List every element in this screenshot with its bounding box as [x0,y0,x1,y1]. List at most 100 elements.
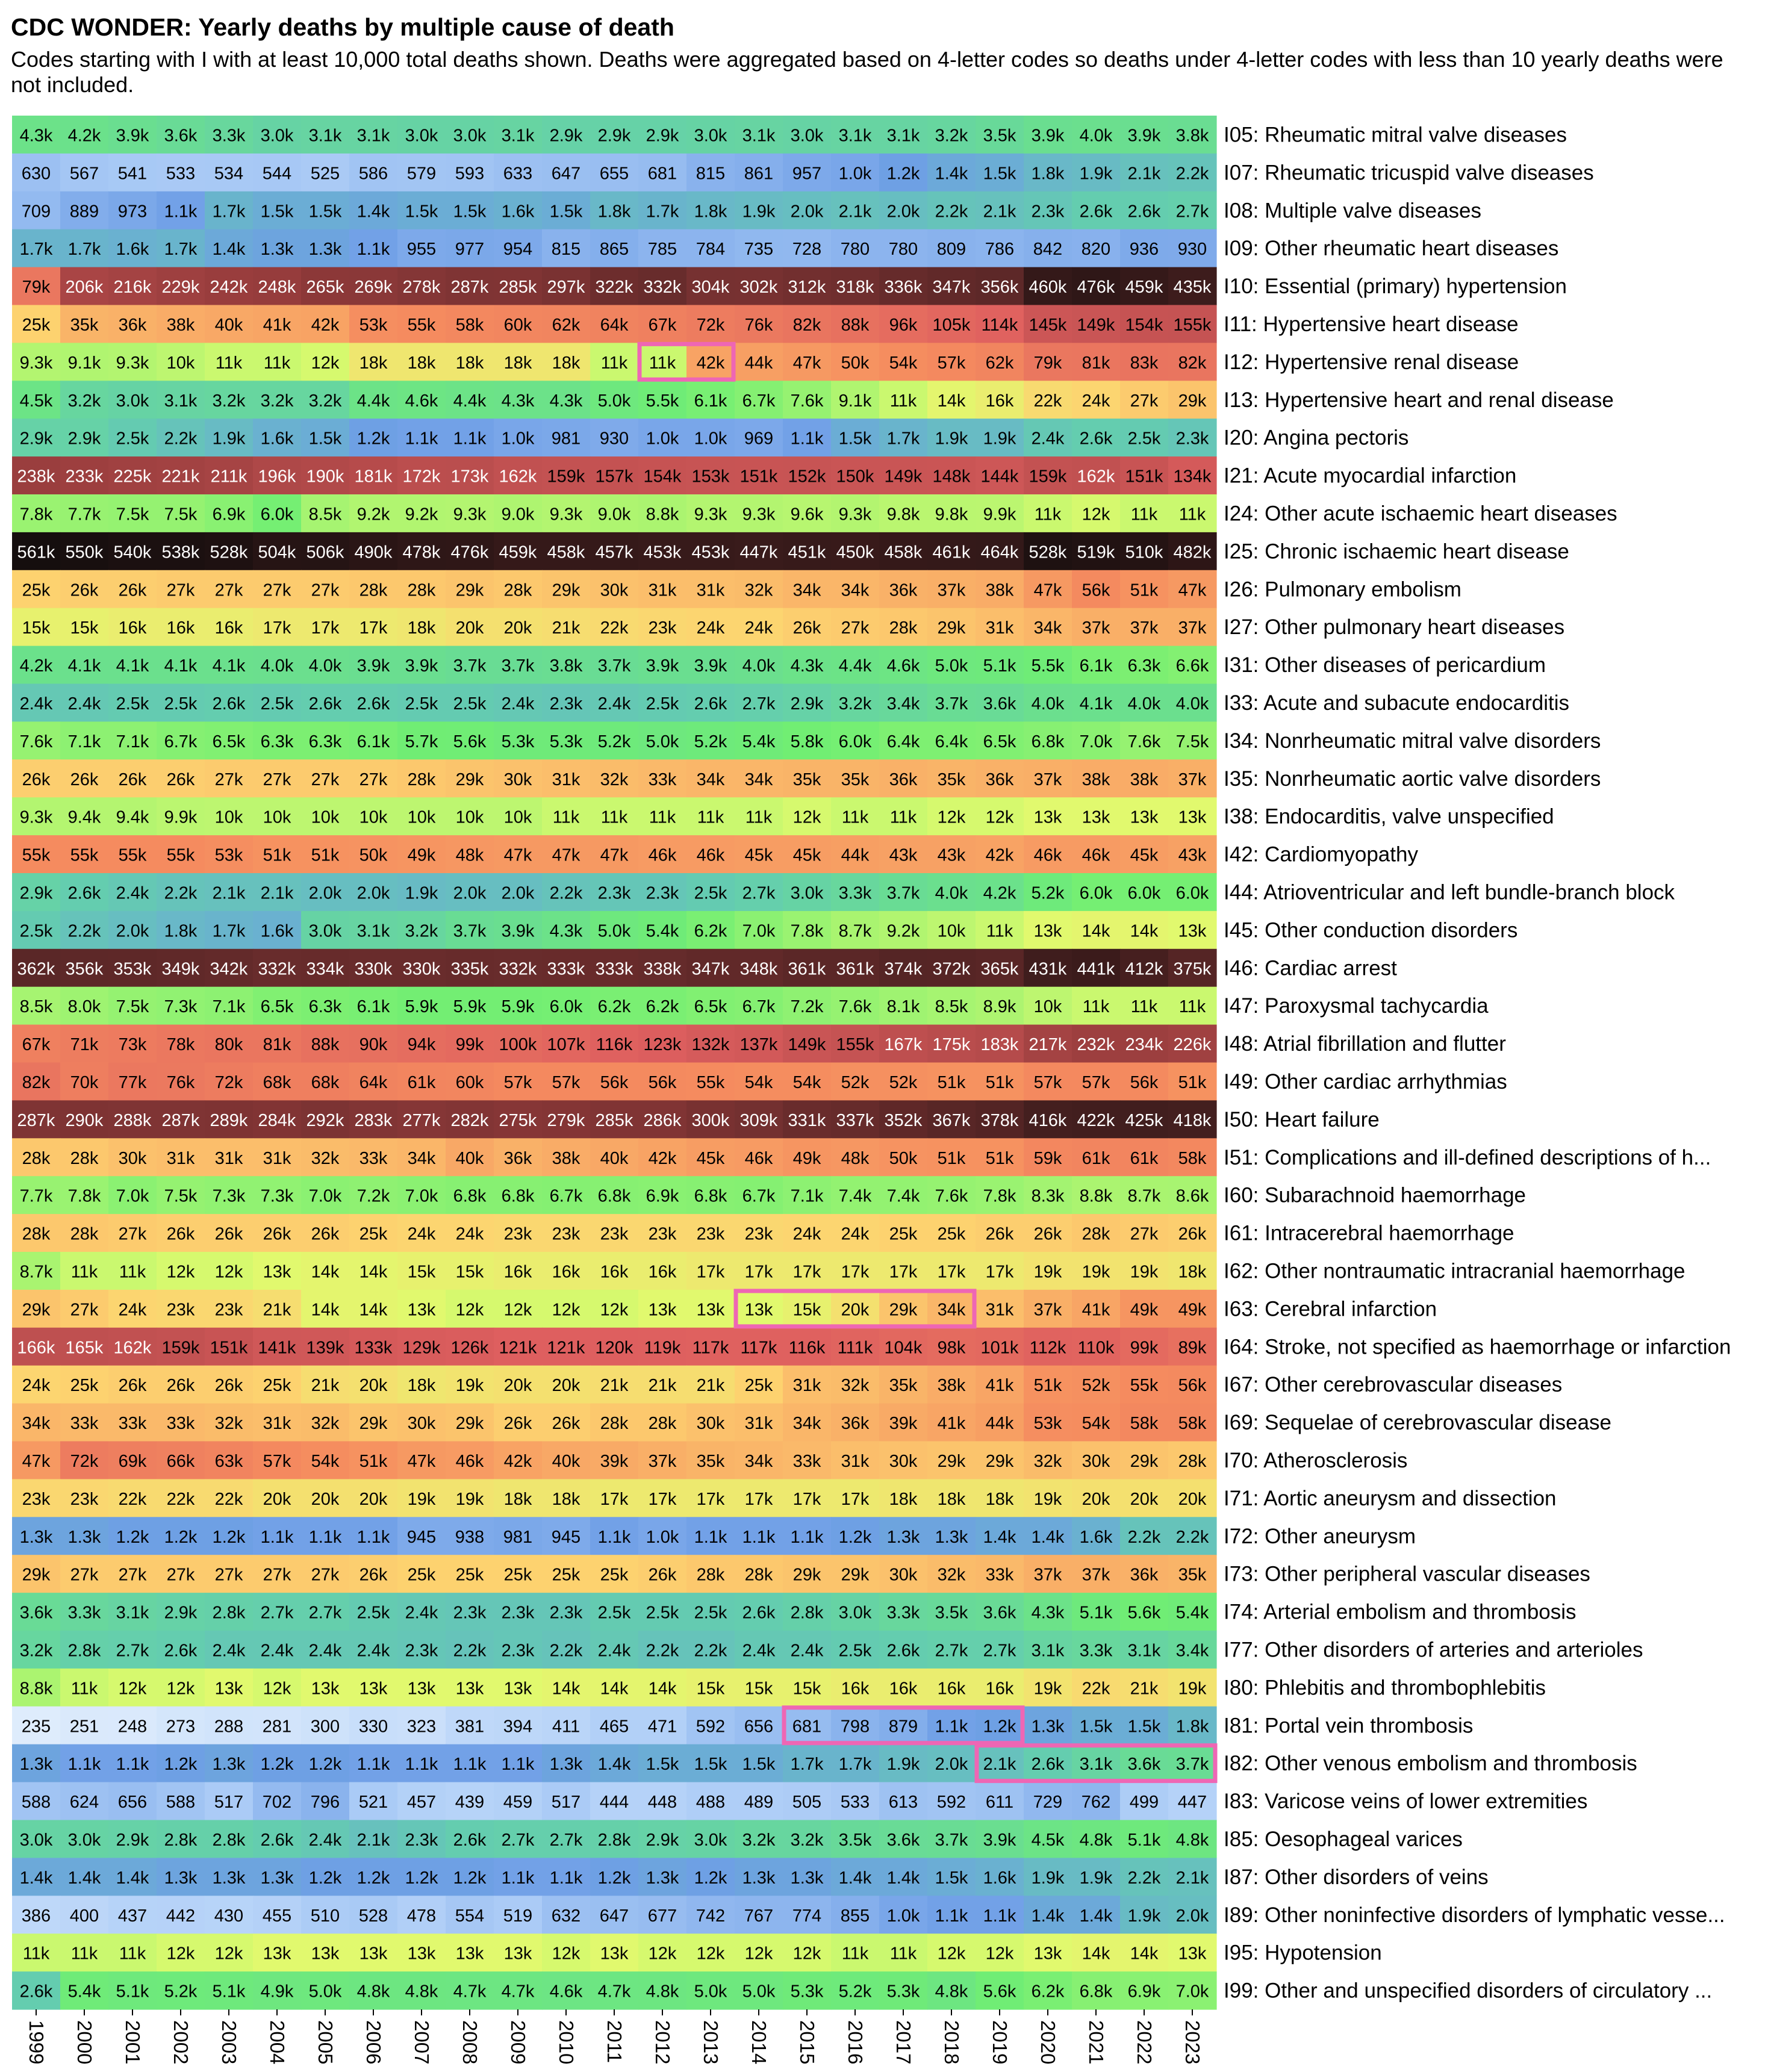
cell-label: 27k [263,580,291,600]
cell-label: 2.9k [646,1831,679,1850]
cell-label: 567 [70,164,99,183]
heatmap-cell [686,797,735,836]
cell-label: 6.2k [598,997,631,1016]
cell-label: 17k [311,618,340,638]
heatmap-cell [397,532,446,571]
cell-label: 5.3k [550,732,583,751]
cell-label: 38k [1082,770,1110,789]
heatmap-cell [831,986,880,1025]
heatmap-cell [60,646,109,685]
heatmap-cell [879,646,928,685]
cell-label: 3.9k [983,1831,1016,1850]
cell-label: 3.1k [164,391,198,411]
row-label: I07: Rheumatic tricuspid valve diseases [1224,161,1594,184]
cell-label: 2.1k [261,883,294,903]
cell-label: 586 [359,164,388,183]
cell-label: 33k [986,1566,1014,1585]
heatmap-cell [638,267,687,306]
cell-label: 1.3k [550,1755,583,1774]
heatmap-cell [831,759,880,798]
cell-label: 22k [167,1490,195,1509]
heatmap-cell [157,721,205,760]
heatmap-cell [1072,381,1121,419]
x-tick-label: 2018 [941,2020,963,2064]
cell-label: 889 [70,202,99,221]
heatmap-cell [1072,797,1121,836]
heatmap-cell [686,191,735,230]
cell-label: 23k [745,1225,773,1244]
heatmap-cell [12,418,61,457]
heatmap-cell [638,532,687,571]
heatmap-cell [397,494,446,533]
heatmap-cell [976,1100,1024,1139]
heatmap-cell [108,343,157,381]
heatmap-cell [638,721,687,760]
cell-label: 35k [841,770,870,789]
cell-label: 99k [456,1035,484,1054]
cell-label: 52k [841,1073,870,1092]
cell-label: 31k [552,770,580,789]
cell-label: 611 [986,1793,1013,1812]
heatmap-cell [783,683,832,722]
heatmap-cell [108,759,157,798]
cell-label: 7.6k [1128,732,1161,751]
cell-label: 2.7k [742,694,776,714]
heatmap-cell [108,116,157,154]
cell-label: 416k [1029,1111,1067,1130]
cell-label: 1.1k [357,240,390,259]
heatmap-cell [108,1062,157,1101]
heatmap-cell [783,873,832,912]
cell-label: 11k [890,1944,917,1964]
cell-label: 51k [1034,1376,1062,1395]
heatmap-cell [397,910,446,950]
heatmap-cell [542,1024,591,1063]
heatmap-cell [301,986,350,1025]
cell-label: 190k [307,467,344,487]
row-label: I09: Other rheumatic heart diseases [1224,237,1558,260]
cell-label: 374k [885,959,923,978]
x-tick-label: 1999 [25,2020,48,2064]
cell-label: 457k [596,543,633,562]
cell-label: 2.6k [1080,202,1113,221]
cell-label: 554 [455,1906,484,1926]
cell-label: 47k [22,1452,51,1471]
heatmap-cell [831,646,880,685]
heatmap-cell [590,191,639,230]
cell-label: 251 [70,1717,99,1736]
cell-label: 275k [499,1111,537,1130]
cell-label: 3.1k [1128,1641,1161,1660]
cell-label: 6.2k [646,997,679,1016]
cell-label: 5.6k [983,1982,1016,2002]
heatmap-cell [446,835,494,874]
cell-label: 29k [359,1414,388,1433]
heatmap-cell [1168,797,1217,836]
cell-label: 4.8k [935,1982,968,2002]
cell-label: 13k [1178,1944,1207,1964]
heatmap-cell [542,948,591,988]
heatmap-cell [1168,532,1217,571]
heatmap-cell [686,343,735,381]
cell-label: 13k [1034,808,1062,827]
cell-label: 217k [1029,1035,1067,1054]
cell-label: 6.5k [694,997,727,1016]
cell-label: 26k [504,1414,532,1433]
heatmap-cell [783,1062,832,1101]
cell-label: 4.8k [405,1982,438,2002]
heatmap-cell [60,1024,109,1063]
cell-label: 3.9k [357,656,390,676]
heatmap-cell [60,305,109,343]
cell-label: 196k [258,467,296,487]
cell-label: 1.0k [839,164,872,183]
cell-label: 1.5k [646,1755,679,1774]
heatmap-cell [1168,305,1217,343]
heatmap-cell [638,229,687,268]
cell-label: 19k [456,1490,484,1509]
cell-label: 12k [263,1679,291,1698]
heatmap-cell [686,910,735,950]
heatmap-cell [590,229,639,268]
heatmap-cell [397,1062,446,1101]
cell-label: 337k [836,1111,874,1130]
cell-label: 309k [740,1111,778,1130]
heatmap-cell [735,456,783,495]
cell-label: 2.1k [213,883,246,903]
